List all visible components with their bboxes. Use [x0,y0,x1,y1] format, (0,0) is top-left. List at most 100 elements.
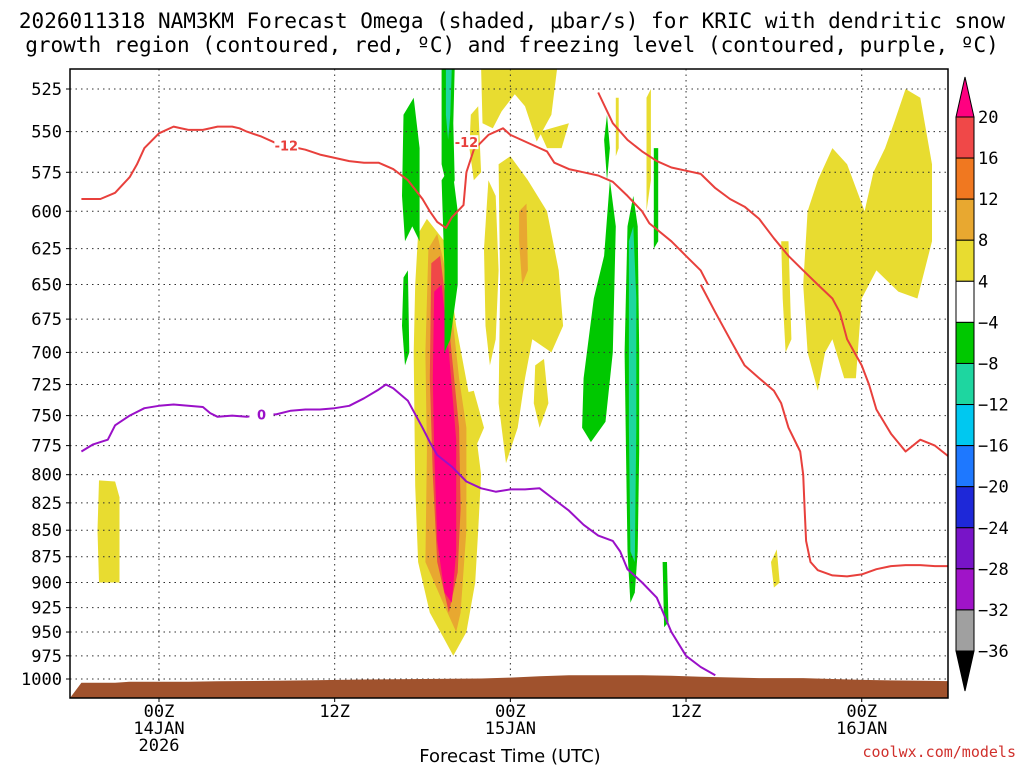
y-tick-label-875: 875 [31,548,62,568]
y-tick-label-975: 975 [31,647,62,667]
colorbar-label-7: −12 [978,396,1009,416]
y-tick-label-750: 750 [31,407,62,427]
x-tick-label-0-0: 00Z [144,702,175,722]
colorbar-label-8: −16 [978,437,1009,457]
chart-title-line-2: growth region (contoured, red, ºC) and f… [25,33,999,57]
shade-green-sliver-low [662,562,669,628]
y-tick-label-700: 700 [31,343,62,363]
colorbar-label-11: −28 [978,560,1009,580]
colorbar-label-9: −20 [978,478,1009,498]
y-tick-label-525: 525 [31,80,62,100]
shade-yellow-right-small [781,241,792,353]
shade-yellow-lower [533,358,549,428]
shade-yellow-top-center [481,69,558,142]
colorbar-swatch-10 [955,486,975,529]
contour-lines: -12 -12 0 [80,92,948,677]
plot-frame [69,68,949,699]
contour-line-2 [699,284,948,578]
shade-yellow-right-large [803,89,932,391]
contour-label-dgz: -12 [275,139,299,154]
contour-line-0 [81,125,709,286]
shade-magenta-core [432,284,457,603]
colorbar-label-5: −4 [978,313,998,333]
contour-label-dgz-2: -12 [455,136,479,151]
shade-yellow-sliver [646,89,651,212]
colorbar-label-6: −8 [978,354,998,374]
y-axis: 525 550 575 600 625 650 675 700 725 750 775 800 825 8… [21,80,70,690]
contour-label-dgz-2-bg [454,135,479,150]
y-tick-label-725: 725 [31,376,62,396]
x-tick-label-2-1: 15JAN [485,719,536,739]
x-tick-label-3-0: 12Z [671,702,702,722]
colorbar-top-arrow [955,76,975,118]
colorbar-label-3: 8 [978,231,988,251]
y-tick-label-575: 575 [31,163,62,183]
colorbar-swatch-1 [955,116,975,159]
contour-label-freezing: 0 [257,409,266,424]
y-tick-label-775: 775 [31,437,62,457]
colorbar-bottom-arrow [955,650,975,692]
y-tick-label-800: 800 [31,466,62,486]
x-tick-label-0-2: 2026 [139,736,180,756]
x-tick-label-2-0: 00Z [495,702,526,722]
y-tick-label-675: 675 [31,310,62,330]
terrain-surface [70,675,948,698]
shade-cyan-right-tall [628,226,637,562]
y-tick-label-1000: 1000 [21,670,62,690]
x-tick-label-1-0: 12Z [319,702,350,722]
contour-line-1 [597,92,948,458]
shade-yellow-cap [539,123,569,149]
y-tick-label-600: 600 [31,202,62,222]
shade-yellow-early [97,480,120,583]
y-tick-label-950: 950 [31,623,62,643]
shade-green-mid [441,164,458,353]
chart-title-line-1: 2026011318 NAM3KM Forecast Omega (shaded… [19,9,1006,33]
contour-label-freezing-bg [249,407,274,422]
shade-yellow-center [498,156,564,464]
y-tick-label-650: 650 [31,276,62,296]
shade-green-sliver [653,148,659,249]
source-credit: coolwx.com/models [862,743,1016,761]
colorbar-swatch-gray [955,609,975,652]
colorbar-swatch-11 [955,527,975,570]
shade-yellow-edge-top [953,68,959,115]
shade-yellow-right-dot [771,549,780,588]
contour-line-3 [80,383,716,677]
colorbar-label-0: 20 [978,108,998,128]
colorbar-label-10: −24 [978,519,1009,539]
shade-green-right-top [604,114,610,181]
colorbar-legend: 20 16 12 8 4 −4 −8 −12 −16 −20 −24 −28 −32 −36 [955,76,1009,692]
y-tick-label-825: 825 [31,494,62,514]
x-tick-label-4-0: 00Z [846,702,877,722]
colorbar-swatch-5 [955,280,975,323]
colorbar-swatch-7 [955,362,975,406]
x-axis-label: Forecast Time (UTC) [419,746,600,767]
x-tick-label-4-1: 16JAN [836,719,887,739]
colorbar-swatch-9 [955,445,975,488]
y-tick-label-925: 925 [31,599,62,619]
contour-label-dgz-bg [274,138,299,153]
colorbar-swatch-8 [955,404,975,447]
colorbar-swatch-3 [955,198,975,241]
colorbar-label-2: 12 [978,190,998,210]
shade-green-left-lower [402,270,410,366]
colorbar-swatch-4 [955,239,975,282]
colorbar-label-1: 16 [978,149,998,169]
x-tick-label-0-1: 14JAN [133,719,184,739]
terrain-fill [70,675,948,698]
colorbar-swatch-6 [955,321,975,364]
omega-shading [97,68,959,656]
y-tick-label-625: 625 [31,240,62,260]
grid-lines [70,69,948,698]
y-tick-label-850: 850 [31,521,62,541]
shade-orange-thin [519,203,528,285]
colorbar-label-4: 4 [978,272,988,292]
colorbar-label-13: −36 [978,642,1009,662]
y-tick-label-900: 900 [31,574,62,594]
colorbar-swatch-12 [955,568,975,611]
shade-green-left [402,97,420,242]
y-tick-label-550: 550 [31,123,62,143]
colorbar-swatch-2 [955,157,975,200]
